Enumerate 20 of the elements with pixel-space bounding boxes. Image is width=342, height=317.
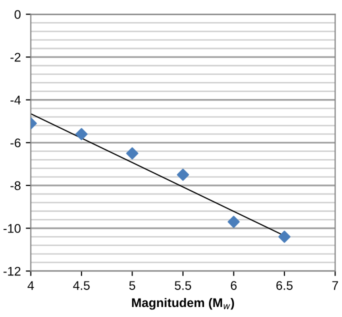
point: [228, 216, 240, 228]
x-tick-label: 4.5: [73, 281, 90, 290]
x-axis-title: Magnitudem (M$_{w}$): [132, 298, 234, 310]
y-tick-label: -8: [10, 181, 21, 190]
y-tick-label: -2: [10, 52, 20, 62]
y-tick-label: -4: [10, 96, 21, 104]
x-tick-label: 5: [129, 281, 136, 290]
x-tick-label: 6.5: [276, 281, 293, 290]
point: [75, 128, 88, 140]
x-tick-label: 6: [230, 281, 237, 290]
x-tick-label: 5.5: [174, 281, 192, 290]
y-tick-label: -10: [4, 224, 21, 233]
point: [126, 147, 138, 160]
y-tick-label: -12: [4, 266, 20, 276]
y-tick-label: -6: [10, 138, 21, 148]
point: [176, 168, 190, 181]
point: [278, 230, 291, 243]
x-tick-label: 4: [28, 281, 34, 290]
y-tick-label: 0: [14, 10, 21, 19]
x-tick-label: 7: [332, 281, 338, 290]
